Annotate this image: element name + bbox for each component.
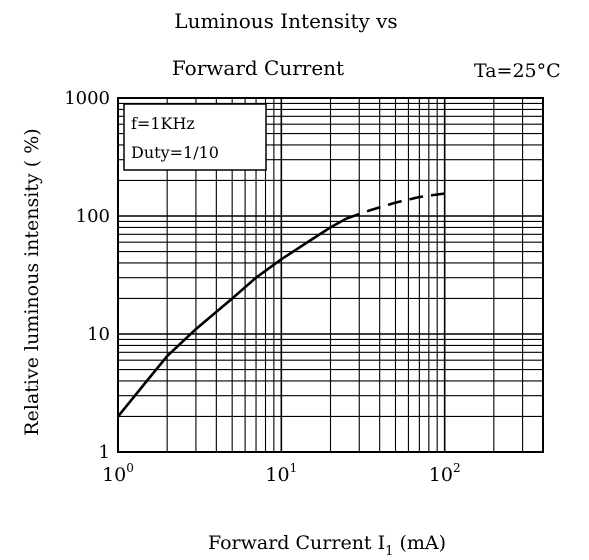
dashed-curve [345,192,445,220]
ambient-temperature-label: Ta=25°C [474,60,561,82]
y-tick-label: 1000 [64,88,110,109]
data-series [116,192,445,418]
x-tick-label: 101 [265,461,297,486]
y-axis-tick-labels: 1 10 100 1000 [64,88,110,463]
chart-title-line: Luminous Intensity vs [174,9,397,33]
y-axis-label: Relative luminous intensity ( %) [21,128,43,435]
plot-frame [117,97,544,453]
test-condition-box: f=1KHz Duty=1/10 [123,103,267,171]
x-tick-label: 100 [102,461,134,486]
chart-title-line: Forward Current [172,56,344,80]
chart-title: Luminous Intensity vs Forward Current [172,9,398,80]
y-tick-label: 1 [99,442,110,463]
annotation-line: f=1KHz [131,114,195,133]
solid-curve [116,217,347,418]
y-tick-label: 100 [76,206,110,227]
x-axis-label: Forward Current I1 (mA) [208,532,446,559]
y-tick-label: 10 [87,324,110,345]
x-axis-tick-labels: 100 101 102 [102,461,460,486]
annotation-box [123,103,267,171]
annotation-line: Duty=1/10 [131,143,219,162]
x-tick-label: 102 [429,461,461,486]
